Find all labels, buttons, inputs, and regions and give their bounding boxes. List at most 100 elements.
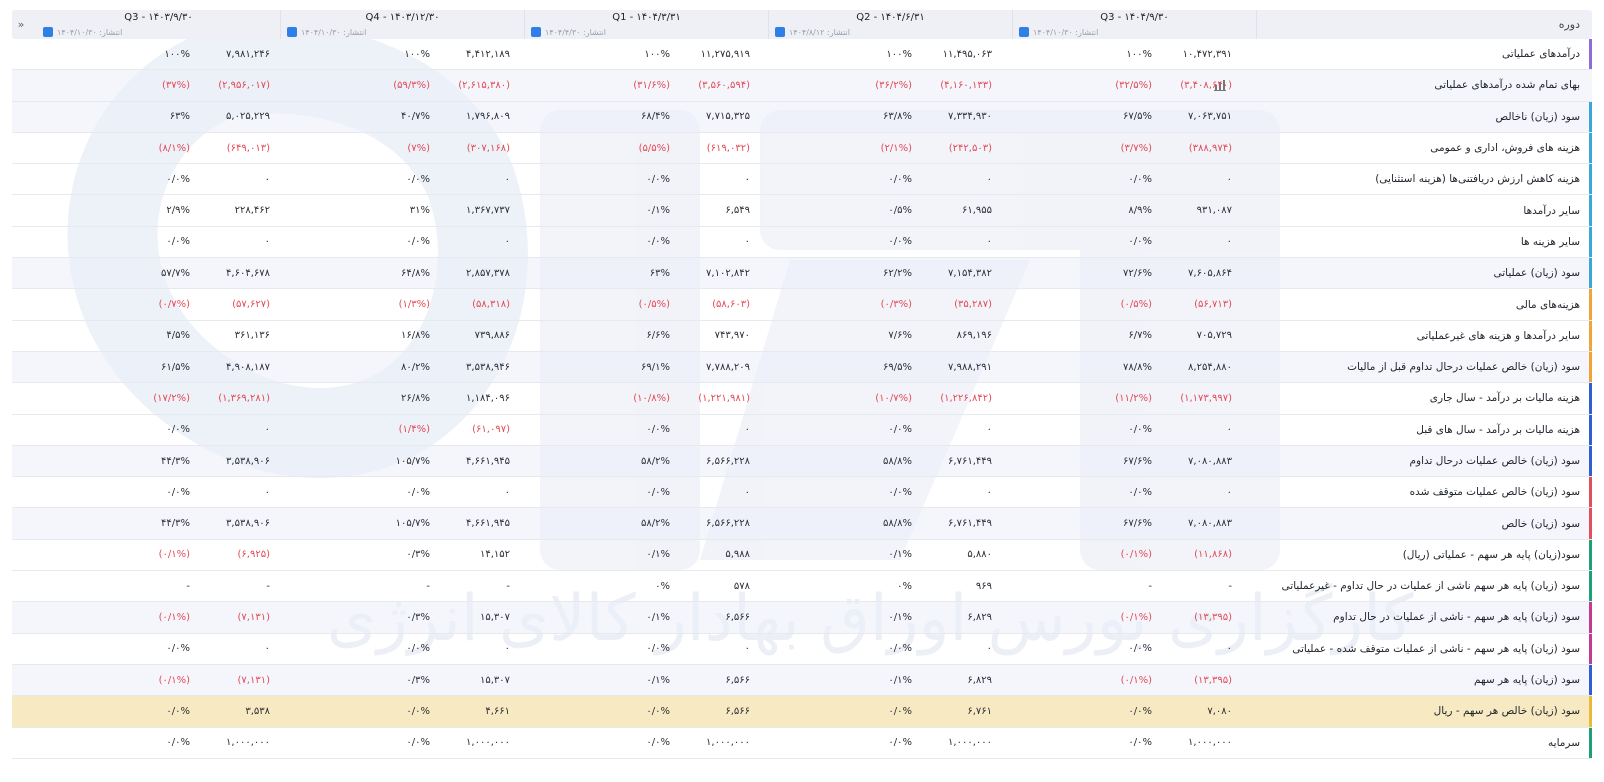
period-column-header[interactable]: Q3 - ۱۴۰۴/۹/۳۰ انتشار: ۱۴۰۴/۱۰/۳۰ <box>1013 10 1257 39</box>
cell-percent: ۳۱% <box>409 205 430 217</box>
publish-date: انتشار: ۱۴۰۴/۴/۳۰ <box>545 27 607 37</box>
cell-percent: ۱۰۰% <box>644 48 670 60</box>
cell-value: - <box>506 580 510 592</box>
table-row: هزینه های فروش، اداری و عمومی (۳۸۸,۹۷۴) (۳… <box>12 132 1592 165</box>
cell-percent: ۲/۹% <box>166 205 190 217</box>
cell-percent: - <box>426 580 430 592</box>
codal-icon[interactable] <box>287 27 297 37</box>
row-label: سایر درآمدها و هزینه های غیرعملیاتی <box>1416 329 1580 342</box>
cell-value: ۶,۷۶۱ <box>967 705 992 717</box>
cell-percent: (۸/۱%) <box>158 142 190 154</box>
table-row: سود (زیان) خالص عملیات درحال تداوم ۷,۰۸۰,… <box>12 445 1592 478</box>
publish-info: انتشار: ۱۴۰۴/۴/۳۰ <box>531 27 606 37</box>
cell-value: ۱,۰۰۰,۰۰۰ <box>466 737 510 749</box>
cell-value: ۷,۰۸۰,۸۸۳ <box>1188 455 1232 467</box>
cell-percent: ۰% <box>897 580 912 592</box>
cell-value: (۲,۶۱۵,۳۸۰) <box>458 79 510 91</box>
cell-value: (۷,۱۳۱) <box>237 611 270 623</box>
cell-percent: (۰/۵%) <box>1120 299 1152 311</box>
cell-percent: (۱۱/۲%) <box>1115 392 1152 404</box>
cell-value: (۱,۳۶۹,۲۸۱) <box>218 392 270 404</box>
row-label: سود (زیان) خالص عملیات متوقف شده <box>1409 486 1580 499</box>
period-column-header[interactable]: Q2 - ۱۴۰۴/۶/۳۱ انتشار: ۱۴۰۴/۸/۱۲ <box>769 10 1013 39</box>
codal-icon[interactable] <box>531 27 541 37</box>
cell-percent: ۷/۶% <box>888 330 912 342</box>
row-label: سود (زیان) خالص عملیات درحال تداوم قبل ا… <box>1347 361 1580 374</box>
cell-percent: ۰/۳% <box>406 674 430 686</box>
codal-icon[interactable] <box>775 27 785 37</box>
publish-info: انتشار: ۱۴۰۴/۸/۱۲ <box>775 27 850 37</box>
cell-percent: (۰/۱%) <box>158 674 190 686</box>
cell-value: ۷,۷۸۸,۲۰۹ <box>706 361 750 373</box>
cell-percent: (۰/۳%) <box>880 299 912 311</box>
cell-percent: (۳۶/۲%) <box>875 79 912 91</box>
cell-value: (۶۱,۰۹۷) <box>472 424 510 436</box>
period-column-header[interactable]: Q1 - ۱۴۰۴/۳/۳۱ انتشار: ۱۴۰۴/۴/۳۰ <box>525 10 769 39</box>
cell-value: ۴,۴۱۲,۱۸۹ <box>466 48 510 60</box>
cell-percent: ۱۰۰% <box>886 48 912 60</box>
cell-percent: ۰/۰% <box>646 424 670 436</box>
cell-percent: ۰/۵% <box>888 205 912 217</box>
cell-value: ۰ <box>986 643 992 655</box>
row-category-marker <box>1589 351 1592 383</box>
cell-percent: ۴۴/۳% <box>161 518 190 530</box>
cell-percent: ۰/۰% <box>646 173 670 185</box>
codal-icon[interactable] <box>43 27 53 37</box>
cell-value: ۳,۵۳۸,۹۰۶ <box>226 455 270 467</box>
cell-value: ۶,۵۶۶ <box>725 611 750 623</box>
row-category-marker <box>1589 39 1592 70</box>
cell-value: ۱,۱۸۴,۰۹۶ <box>466 392 510 404</box>
table-row: درآمدهای عملیاتی ۱۰,۴۷۲,۳۹۱ ۱۰۰% ۱۱,۴۹۵,۰۶۳… <box>12 39 1592 71</box>
cell-percent: ۰/۱% <box>646 205 670 217</box>
cell-percent: ۰/۰% <box>646 643 670 655</box>
cell-percent: ۵۸/۸% <box>883 455 912 467</box>
expand-columns-icon[interactable]: » <box>17 18 25 31</box>
row-category-marker <box>1589 727 1592 758</box>
table-row: سود (زیان) پایه هر سهم - ناشی از عملیات … <box>12 602 1592 634</box>
period-column-header[interactable]: Q3 - ۱۴۰۳/۹/۳۰ انتشار: ۱۴۰۴/۱۰/۳۰ <box>37 10 281 39</box>
cell-value: ۴,۹۰۸,۱۸۷ <box>226 361 270 373</box>
cell-value: ۶,۵۶۶,۲۲۸ <box>706 518 750 530</box>
publish-date: انتشار: ۱۴۰۴/۸/۱۲ <box>789 27 851 37</box>
cell-value: ۹۶۹ <box>975 580 992 592</box>
cell-percent: ۰/۰% <box>1128 173 1152 185</box>
cell-value: ۵,۹۸۸ <box>725 549 750 561</box>
cell-percent: ۱۶/۸% <box>401 330 430 342</box>
cell-value: ۵,۸۸۰ <box>967 549 992 561</box>
publish-info: انتشار: ۱۴۰۴/۱۰/۳۰ <box>287 27 366 37</box>
table-body: درآمدهای عملیاتی ۱۰,۴۷۲,۳۹۱ ۱۰۰% ۱۱,۴۹۵,۰۶۳… <box>12 39 1592 759</box>
table-row: سود (زیان) خالص هر سهم - ریال ۷,۰۸۰ ۰/۰% ۶,… <box>12 696 1592 728</box>
publish-date: انتشار: ۱۴۰۴/۱۰/۳۰ <box>301 27 367 37</box>
row-category-marker <box>1589 132 1592 164</box>
codal-icon[interactable] <box>1019 27 1029 37</box>
bar-chart-icon[interactable] <box>1214 79 1226 92</box>
cell-value: ۳,۵۳۸,۹۰۶ <box>226 518 270 530</box>
row-category-marker <box>1589 320 1592 351</box>
cell-value: ۰ <box>264 173 270 185</box>
table-row: سود (زیان) خالص عملیات درحال تداوم قبل ا… <box>12 351 1592 384</box>
cell-value: ۰ <box>1226 236 1232 248</box>
row-label: هزینه های فروش، اداری و عمومی <box>1430 142 1580 155</box>
row-label: هزینه‌های مالی <box>1515 298 1580 311</box>
cell-value: ۷,۰۸۰,۸۸۳ <box>1188 518 1232 530</box>
table-row: سایر هزینه ها ۰ ۰/۰% ۰ ۰/۰% ۰ ۰/۰% ۰ ۰/۰% ۰ ۰/۰% <box>12 226 1592 259</box>
cell-percent: ۰/۱% <box>888 549 912 561</box>
cell-value: (۶۱۹,۰۳۲) <box>706 142 750 154</box>
row-category-marker <box>1589 101 1592 132</box>
cell-percent: - <box>186 580 190 592</box>
table-row: سود (زیان) خالص عملیات متوقف شده ۰ ۰/۰% ۰ ۰/… <box>12 477 1592 509</box>
cell-value: ۷,۱۵۴,۳۸۲ <box>948 267 992 279</box>
row-category-marker <box>1589 696 1592 727</box>
cell-percent: (۳۲/۵%) <box>1115 79 1152 91</box>
cell-value: ۶,۷۶۱,۴۴۹ <box>948 455 992 467</box>
cell-percent: ۱۰۰% <box>164 48 190 60</box>
cell-percent: ۶۹/۵% <box>883 361 912 373</box>
cell-percent: ۸/۹% <box>1128 205 1152 217</box>
cell-value: ۰ <box>504 486 510 498</box>
cell-percent: ۷۸/۸% <box>1123 361 1152 373</box>
cell-percent: ۶۷/۶% <box>1123 518 1152 530</box>
cell-value: ۰ <box>744 236 750 248</box>
cell-percent: ۶۹/۱% <box>641 361 670 373</box>
cell-percent: ۰/۰% <box>1128 424 1152 436</box>
period-column-header[interactable]: Q4 - ۱۴۰۳/۱۲/۳۰ انتشار: ۱۴۰۴/۱۰/۳۰ <box>281 10 525 39</box>
